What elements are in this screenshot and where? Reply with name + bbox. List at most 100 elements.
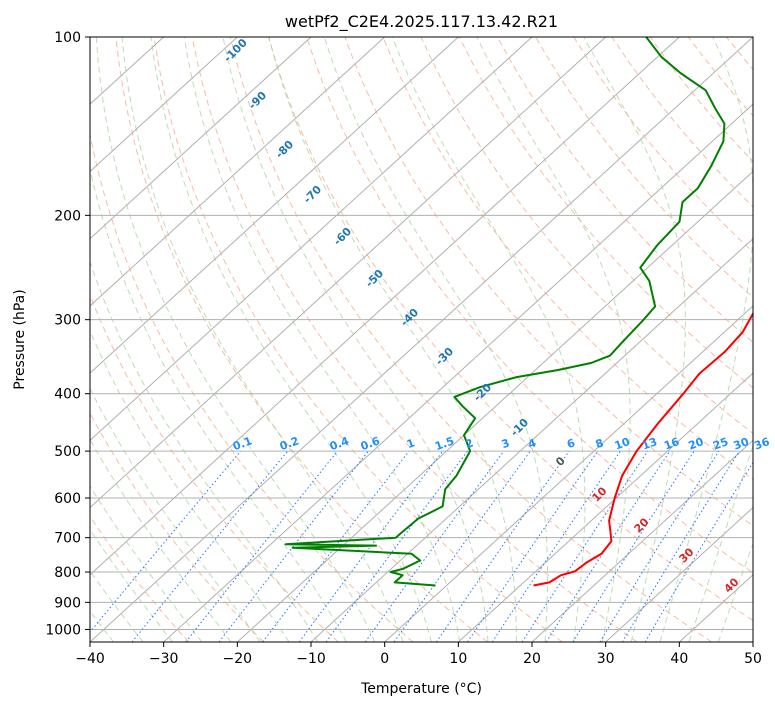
isotherm bbox=[90, 37, 753, 642]
isotherm bbox=[90, 37, 459, 374]
mixing-ratio-label: 1 bbox=[405, 436, 417, 451]
dry-adiabat-label: -40 bbox=[398, 306, 421, 329]
x-tick-label: 20 bbox=[523, 651, 541, 667]
y-tick-label: 600 bbox=[54, 491, 81, 507]
mixing-ratio-line bbox=[545, 450, 671, 642]
dry-adiabat-label: -90 bbox=[246, 89, 269, 112]
dry-adiabat-label: -10 bbox=[508, 416, 531, 439]
moist-adiabat bbox=[717, 542, 753, 642]
dry-adiabat bbox=[535, 37, 753, 298]
dry-adiabat-label: 10 bbox=[590, 484, 610, 504]
mixing-ratio-label: 1.5 bbox=[433, 434, 456, 453]
isotherm bbox=[163, 103, 753, 642]
mixing-ratio-line bbox=[572, 450, 695, 642]
x-tick-label: 0 bbox=[380, 651, 389, 667]
moist-adiabat bbox=[476, 37, 631, 642]
x-tick-label: −30 bbox=[149, 651, 179, 667]
mixing-ratio-label: 2 bbox=[464, 436, 476, 451]
x-tick-label: 50 bbox=[744, 651, 762, 667]
mixing-ratio-line bbox=[90, 450, 242, 633]
mixing-ratio-line bbox=[185, 450, 338, 642]
mixing-ratio-line bbox=[262, 450, 410, 642]
mixing-ratio-label: 0.4 bbox=[328, 434, 351, 453]
dry-adiabat bbox=[115, 37, 488, 642]
dry-adiabat-label: 20 bbox=[632, 515, 652, 535]
mixing-ratio-label: 20 bbox=[687, 435, 706, 453]
y-tick-label: 900 bbox=[54, 595, 81, 611]
chart-gridlines bbox=[90, 37, 753, 642]
mixing-ratio-line bbox=[131, 450, 288, 642]
y-tick-label: 200 bbox=[54, 208, 81, 224]
dry-adiabat bbox=[765, 37, 775, 642]
x-tick-label: −20 bbox=[223, 651, 253, 667]
x-axis-ticks: −40 −30 −20 −10 0 10 20 30 40 50 bbox=[75, 642, 762, 667]
mixing-ratio-label: 6 bbox=[565, 436, 577, 451]
isotherm bbox=[90, 37, 680, 576]
y-tick-label: 800 bbox=[54, 565, 81, 581]
dry-adiabat bbox=[90, 515, 190, 642]
moist-adiabat bbox=[90, 484, 203, 642]
mixing-ratio-line bbox=[393, 450, 531, 642]
dry-adiabat-label: 30 bbox=[677, 545, 697, 565]
mixing-ratio-label: 25 bbox=[711, 435, 730, 452]
dry-adiabat-label: -60 bbox=[331, 225, 354, 248]
dry-adiabat bbox=[306, 37, 753, 574]
isotherm bbox=[605, 506, 753, 642]
mixing-ratio-label: 16 bbox=[662, 435, 681, 453]
isotherm bbox=[90, 37, 607, 509]
series-line-1 bbox=[284, 37, 726, 587]
moist-adiabat bbox=[150, 37, 432, 642]
mixing-ratio-line bbox=[435, 450, 570, 642]
dry-adiabat bbox=[649, 37, 753, 163]
dry-adiabat bbox=[153, 37, 563, 642]
isotherm bbox=[384, 305, 753, 642]
moist-adiabat bbox=[688, 444, 753, 642]
dry-adiabat bbox=[229, 37, 712, 642]
moist-adiabat bbox=[90, 570, 144, 642]
isotherm bbox=[531, 439, 753, 642]
moist-adiabat bbox=[95, 37, 376, 642]
isotherm bbox=[752, 641, 753, 642]
isotherm bbox=[90, 37, 238, 173]
moist-adiabat bbox=[90, 387, 261, 642]
moist-adiabat bbox=[268, 37, 517, 642]
y-tick-label: 100 bbox=[54, 30, 81, 46]
dry-adiabat bbox=[420, 37, 753, 435]
mixing-ratio-label: 36 bbox=[752, 435, 771, 453]
dry-adiabat bbox=[90, 131, 414, 642]
dry-adiabat bbox=[611, 37, 753, 208]
dry-adiabat bbox=[268, 37, 753, 622]
isotherm bbox=[90, 37, 386, 307]
moist-adiabat bbox=[391, 37, 586, 642]
moist-adiabat bbox=[183, 37, 461, 642]
line-annotations: -100-90-80-70-60-50-40-30-20-10010203040… bbox=[221, 36, 771, 596]
mixing-ratio-label: 4 bbox=[526, 436, 538, 451]
moist-adiabat bbox=[659, 37, 753, 642]
mixing-ratio-label: 8 bbox=[594, 436, 606, 451]
y-tick-label: 1000 bbox=[45, 622, 81, 638]
dry-adiabat bbox=[90, 412, 264, 642]
dry-adiabat-label: -30 bbox=[433, 345, 456, 368]
moist-adiabat bbox=[121, 37, 404, 642]
x-tick-label: −10 bbox=[296, 651, 326, 667]
dry-adiabat-label: -80 bbox=[273, 138, 296, 161]
moist-adiabat bbox=[90, 167, 347, 642]
data-series bbox=[284, 37, 753, 587]
mixing-ratio-line bbox=[621, 450, 740, 642]
x-tick-label: 30 bbox=[597, 651, 615, 667]
chart-title: wetPf2_C2E4.2025.117.13.42.R21 bbox=[285, 12, 558, 32]
mixing-ratio-label: 0.1 bbox=[231, 434, 254, 453]
isotherm bbox=[457, 372, 753, 642]
mixing-ratio-label: 13 bbox=[640, 435, 659, 452]
mixing-ratio-label: 0.2 bbox=[278, 434, 301, 453]
moist-adiabat bbox=[90, 528, 173, 642]
dry-adiabat-label: -100 bbox=[221, 36, 250, 65]
dry-adiabat-label: -50 bbox=[363, 267, 386, 290]
plot-frame bbox=[89, 36, 754, 643]
isotherm bbox=[310, 237, 753, 642]
mixing-ratio-label: 30 bbox=[732, 435, 751, 453]
mixing-ratio-line bbox=[298, 450, 444, 642]
moist-adiabat bbox=[90, 260, 319, 642]
mixing-ratio-line bbox=[325, 450, 468, 642]
